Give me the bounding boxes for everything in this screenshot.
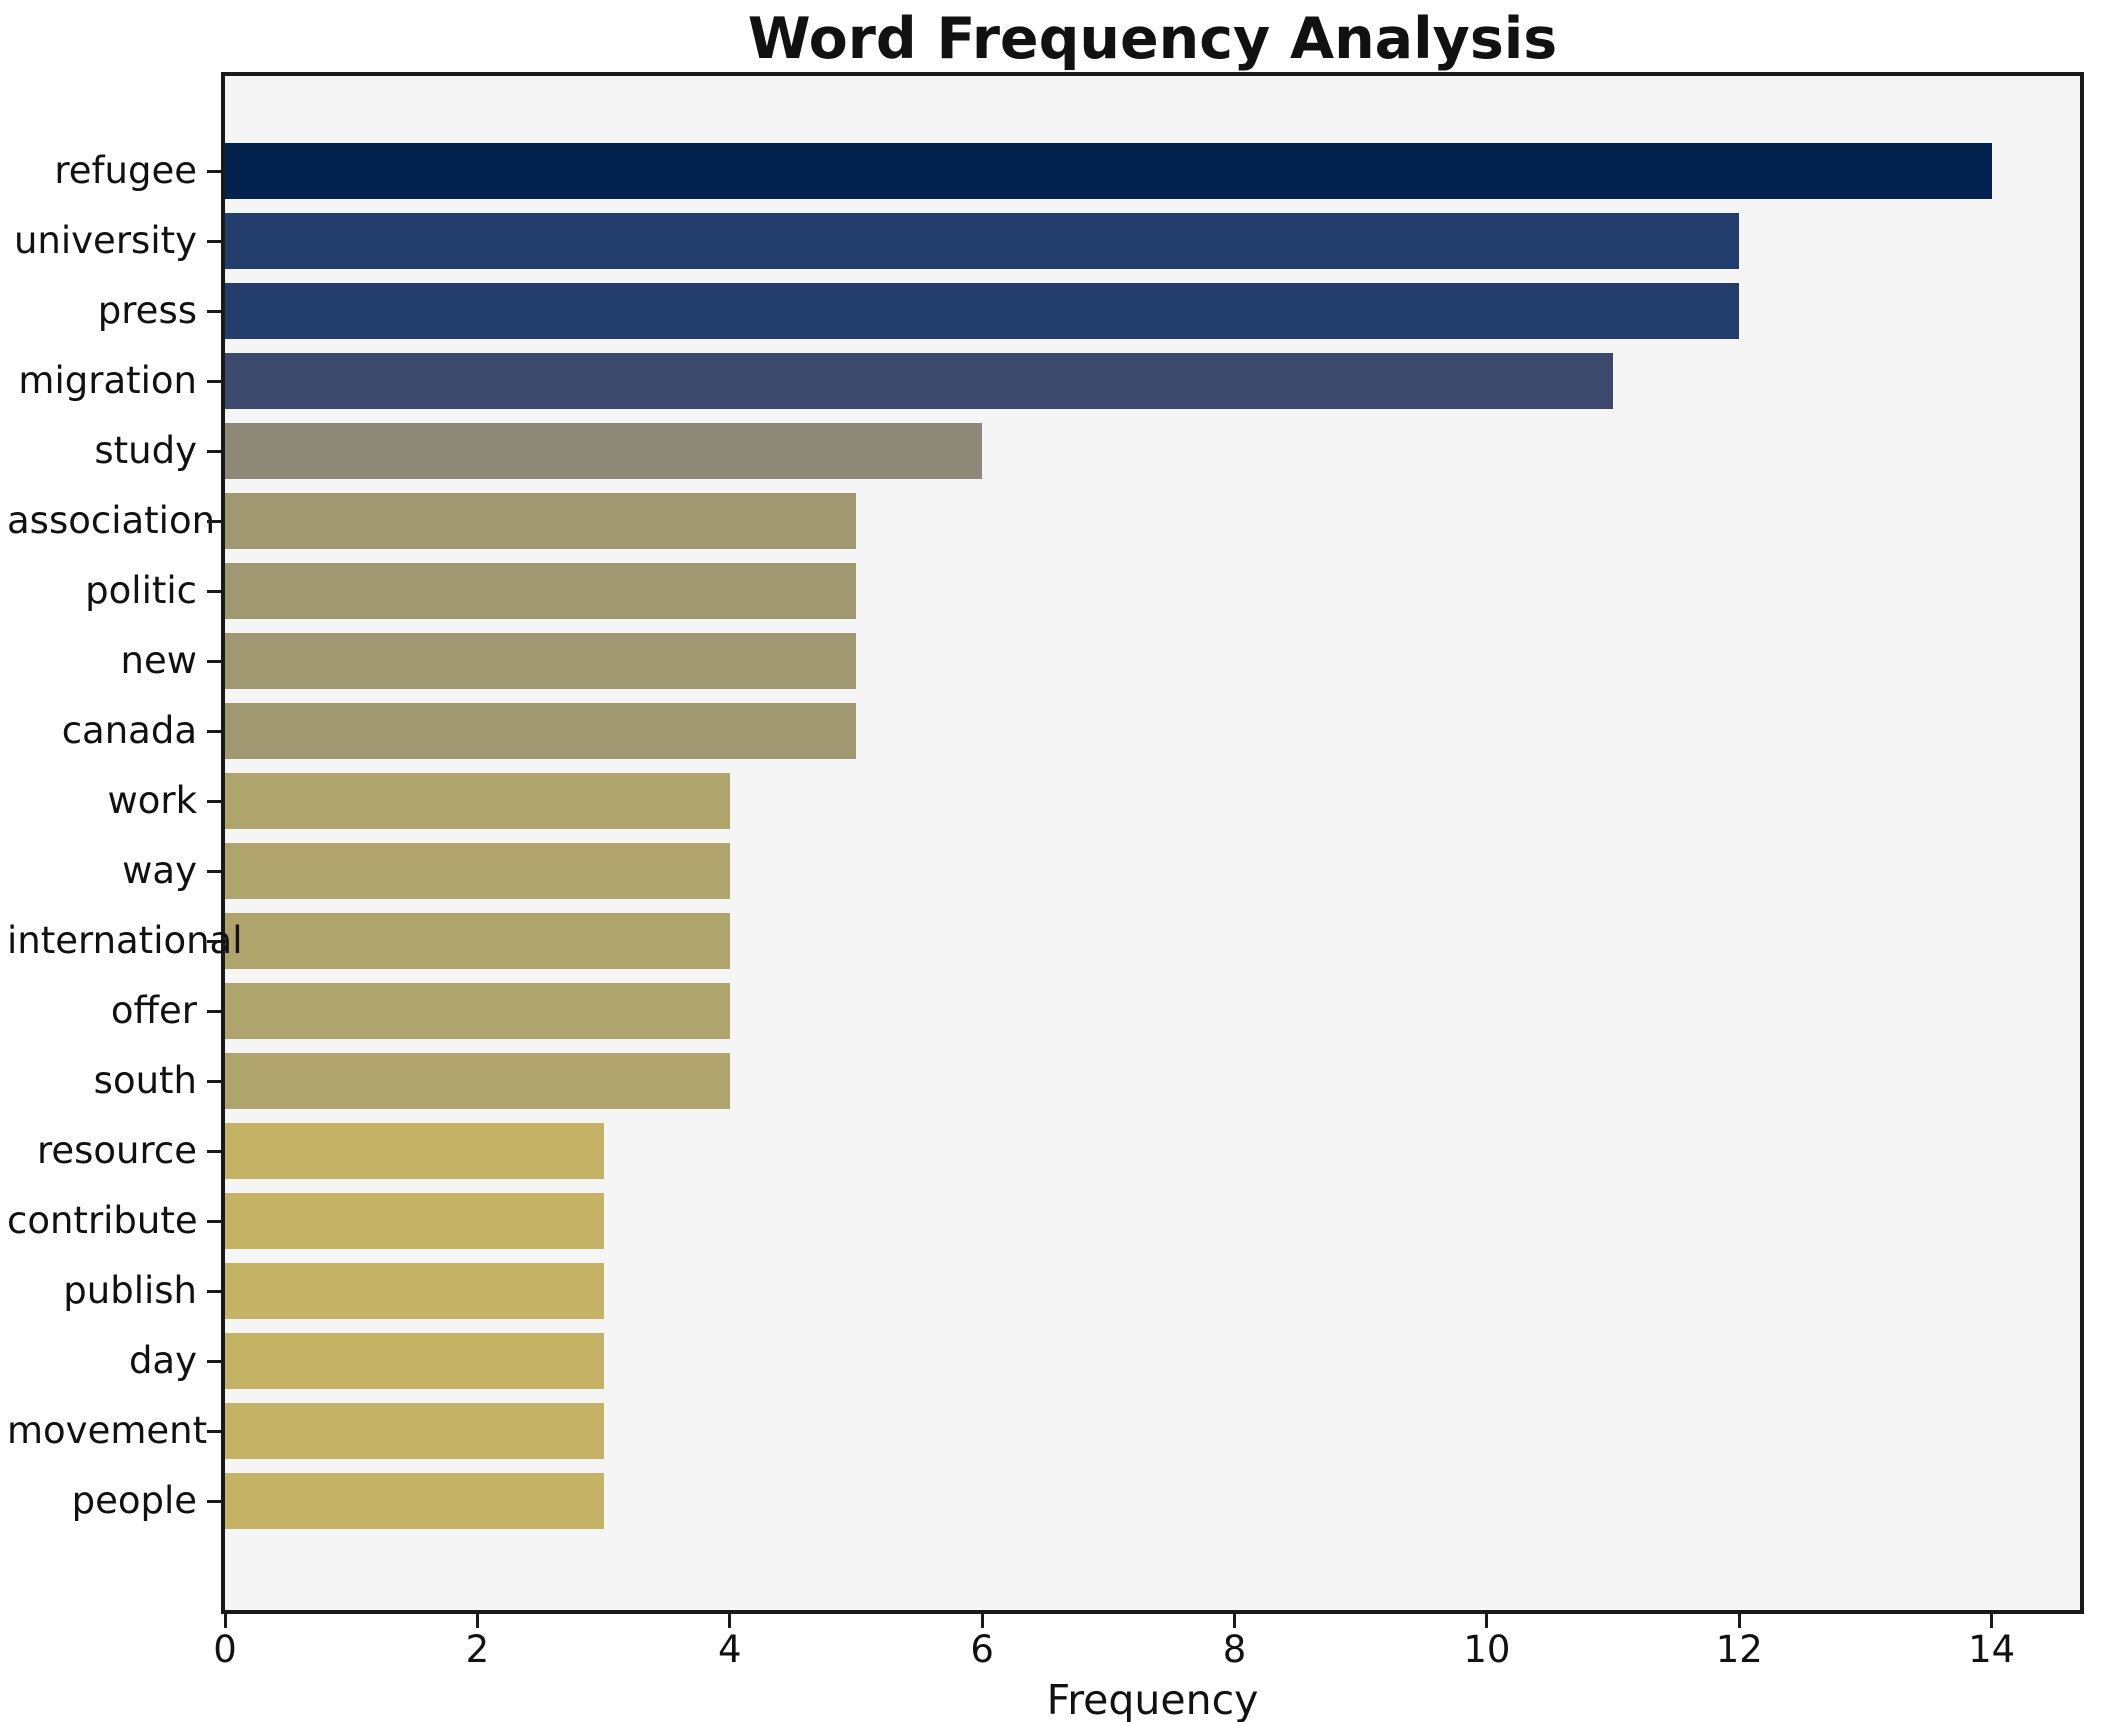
y-tick-label-south: south <box>93 1059 197 1102</box>
y-tick-label-politic: politic <box>85 569 197 612</box>
y-tick-label-offer: offer <box>110 989 197 1032</box>
y-tick-mark <box>207 1079 221 1083</box>
y-tick-mark <box>207 659 221 663</box>
x-tick-mark <box>980 1614 984 1628</box>
y-tick-mark <box>207 239 221 243</box>
y-tick-mark <box>207 309 221 313</box>
bar-movement <box>225 1403 604 1459</box>
x-tick-mark <box>223 1614 227 1628</box>
y-tick-label-press: press <box>97 289 197 332</box>
bar-south <box>225 1053 730 1109</box>
bar-refugee <box>225 143 1992 199</box>
y-tick-mark <box>207 519 221 523</box>
y-tick-mark <box>207 1429 221 1433</box>
x-tick-mark <box>1485 1614 1489 1628</box>
y-tick-mark <box>207 1289 221 1293</box>
x-tick-label-8: 8 <box>1222 1628 1247 1671</box>
y-tick-mark <box>207 1149 221 1153</box>
y-tick-label-contribute: contribute <box>7 1199 198 1242</box>
y-tick-label-way: way <box>122 849 197 892</box>
bar-contribute <box>225 1193 604 1249</box>
y-tick-mark <box>207 449 221 453</box>
x-tick-label-6: 6 <box>970 1628 994 1671</box>
x-tick-mark <box>1233 1614 1237 1628</box>
bar-day <box>225 1333 604 1389</box>
y-tick-mark <box>207 169 221 173</box>
bar-migration <box>225 353 1614 409</box>
y-tick-mark <box>207 589 221 593</box>
x-tick-label-14: 14 <box>1968 1628 2016 1671</box>
y-tick-mark <box>207 379 221 383</box>
bar-offer <box>225 983 730 1039</box>
bar-association <box>225 493 856 549</box>
bar-university <box>225 213 1740 269</box>
bar-canada <box>225 703 856 759</box>
y-tick-label-resource: resource <box>36 1129 197 1172</box>
x-tick-mark <box>728 1614 732 1628</box>
x-tick-mark <box>475 1614 479 1628</box>
y-tick-label-canada: canada <box>61 709 197 752</box>
y-tick-mark <box>207 799 221 803</box>
x-tick-mark <box>1737 1614 1741 1628</box>
x-axis-title: Frequency <box>1046 1676 1259 1722</box>
x-tick-mark <box>1990 1614 1994 1628</box>
y-tick-label-international: international <box>7 919 243 962</box>
y-tick-label-study: study <box>94 429 197 472</box>
bar-press <box>225 283 1740 339</box>
y-tick-label-day: day <box>128 1339 197 1382</box>
y-tick-mark <box>207 1219 221 1223</box>
y-tick-label-refugee: refugee <box>54 149 197 192</box>
bar-new <box>225 633 856 689</box>
y-tick-mark <box>207 1499 221 1503</box>
bar-people <box>225 1473 604 1529</box>
bar-resource <box>225 1123 604 1179</box>
chart-title: Word Frequency Analysis <box>747 6 1558 72</box>
x-tick-label-12: 12 <box>1715 1628 1763 1671</box>
x-tick-label-10: 10 <box>1463 1628 1511 1671</box>
x-tick-label-2: 2 <box>465 1628 490 1671</box>
y-tick-label-university: university <box>13 219 197 262</box>
y-tick-mark <box>207 729 221 733</box>
x-tick-label-0: 0 <box>213 1628 237 1671</box>
bar-publish <box>225 1263 604 1319</box>
bar-way <box>225 843 730 899</box>
y-tick-mark <box>207 869 221 873</box>
y-tick-label-new: new <box>120 639 197 682</box>
bar-study <box>225 423 983 479</box>
bar-work <box>225 773 730 829</box>
y-tick-label-movement: movement <box>7 1409 208 1452</box>
x-tick-label-4: 4 <box>717 1628 742 1671</box>
plot-area <box>221 72 2084 1614</box>
y-tick-mark <box>207 1009 221 1013</box>
y-tick-label-work: work <box>107 779 197 822</box>
y-tick-label-people: people <box>71 1479 197 1522</box>
y-tick-label-association: association <box>7 499 216 542</box>
y-tick-label-publish: publish <box>63 1269 197 1312</box>
y-tick-mark <box>207 1359 221 1363</box>
y-tick-label-migration: migration <box>18 359 197 402</box>
bar-politic <box>225 563 856 619</box>
bar-international <box>225 913 730 969</box>
y-tick-mark <box>207 939 221 943</box>
